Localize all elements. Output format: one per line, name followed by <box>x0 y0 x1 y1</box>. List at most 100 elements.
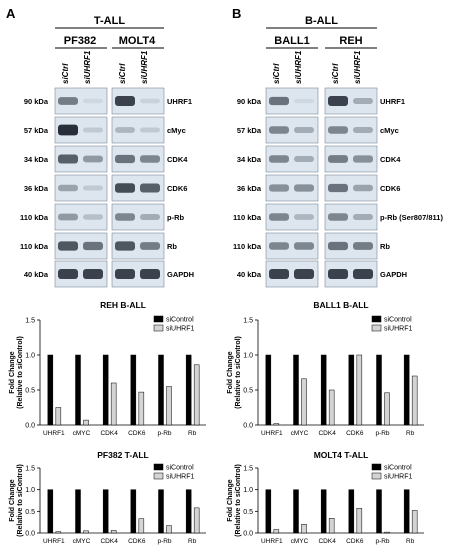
group-label: T-ALL <box>94 15 125 27</box>
y-axis-label: Fold Change <box>9 351 16 393</box>
bar-sicontrol <box>130 489 137 534</box>
protein-label: CDK6 <box>167 184 187 193</box>
x-tick-label: CDK4 <box>100 538 118 545</box>
kda-label: 34 kDa <box>24 155 49 164</box>
y-axis-label: Fold Change <box>9 479 16 521</box>
lane-label: siUHRF1 <box>140 50 149 84</box>
y-tick-label: 1.5 <box>25 318 35 325</box>
y-tick-label: 0.5 <box>25 388 35 395</box>
bar-siuhrf1 <box>301 524 307 534</box>
cell-line-label: MOLT4 <box>119 35 156 47</box>
legend-swatch <box>371 324 382 332</box>
y-tick-label: 1.0 <box>25 487 35 494</box>
blot-band <box>140 213 160 221</box>
x-tick-label: CDK4 <box>318 430 336 437</box>
blot-band <box>140 98 160 104</box>
lane-label: siCtrl <box>118 63 127 84</box>
protein-label: CDK4 <box>380 155 401 164</box>
y-tick-label: 1.5 <box>243 466 253 473</box>
x-tick-label: CDK4 <box>100 430 118 437</box>
bar-sicontrol <box>320 489 327 534</box>
blot-band <box>58 184 78 192</box>
bar-siuhrf1 <box>110 530 117 534</box>
kda-label: 40 kDa <box>237 270 262 279</box>
blot-strip <box>54 203 108 231</box>
blot-band <box>294 242 314 250</box>
blot-band <box>269 213 289 221</box>
blot-band <box>353 242 373 250</box>
blot-band <box>353 155 373 163</box>
chart-title: REH B-ALL <box>100 300 146 310</box>
x-tick-label: p-Rb <box>375 538 389 545</box>
blot-band <box>294 126 314 134</box>
lane-label: siCtrl <box>272 63 281 84</box>
x-tick-label: p-Rb <box>375 430 389 437</box>
bar-siuhrf1 <box>138 518 145 534</box>
blot-band <box>83 98 103 104</box>
blot-strip <box>265 203 319 231</box>
kda-label: 36 kDa <box>24 184 49 193</box>
group-label: B-ALL <box>305 15 338 27</box>
y-tick-label: 0.0 <box>25 423 35 430</box>
protein-label: Rb <box>380 242 390 251</box>
chart-ball1-b-all: BALL1 B-ALL 0.0 0.5 1.0 1.5 Fold Change (Relat… <box>227 300 424 437</box>
blot-band <box>115 154 135 164</box>
legend-label: siUHRF1 <box>166 474 194 481</box>
y-tick-label: 1.5 <box>25 466 35 473</box>
bar-sicontrol <box>158 354 164 426</box>
bar-sicontrol <box>75 354 81 426</box>
bar-sicontrol <box>320 354 327 426</box>
blot-strip <box>324 116 378 144</box>
blot-band <box>294 214 314 220</box>
blot-band <box>115 241 135 251</box>
protein-label: p-Rb <box>167 213 184 222</box>
x-tick-label: cMYC <box>291 538 309 545</box>
bar-sicontrol <box>403 354 410 426</box>
x-tick-label: CDK6 <box>346 430 364 437</box>
bar-siuhrf1 <box>55 407 62 426</box>
blot-strip <box>54 174 108 202</box>
blot-band <box>58 97 78 105</box>
bar-siuhrf1 <box>273 423 280 426</box>
protein-label: CDK4 <box>167 155 188 164</box>
blot-band <box>328 96 348 106</box>
y-tick-label: 0.5 <box>25 509 35 516</box>
legend-swatch <box>153 463 164 471</box>
x-tick-label: CDK6 <box>128 538 146 545</box>
blot-band <box>328 126 348 134</box>
blot-band <box>353 184 373 192</box>
chart-reh-b-all: REH B-ALL 0.0 0.5 1.0 1.5 Fold Change (Relativ… <box>9 300 206 437</box>
blot-band <box>294 269 314 279</box>
blot-band <box>58 241 78 251</box>
chart-title: MOLT4 T-ALL <box>314 450 369 460</box>
bar-sicontrol <box>348 354 355 426</box>
x-tick-label: cMYC <box>73 430 91 437</box>
bar-siuhrf1 <box>328 518 335 534</box>
x-tick-label: cMYC <box>73 538 91 545</box>
blot-band <box>83 155 103 163</box>
bar-sicontrol <box>47 489 54 534</box>
x-tick-label: Rb <box>406 430 415 437</box>
bar-sicontrol <box>265 354 272 426</box>
blot-strip <box>111 116 165 144</box>
kda-label: 34 kDa <box>237 155 262 164</box>
y-tick-label: 1.0 <box>243 487 253 494</box>
protein-label: p-Rb (Ser807/811) <box>380 213 443 222</box>
bar-siuhrf1 <box>166 525 172 534</box>
kda-label: 110 kDa <box>233 242 262 251</box>
kda-label: 40 kDa <box>24 270 49 279</box>
bar-siuhrf1 <box>356 508 363 534</box>
protein-label: GAPDH <box>380 270 407 279</box>
bar-sicontrol <box>75 489 81 534</box>
bar-siuhrf1 <box>411 375 418 426</box>
blot-band <box>269 96 289 106</box>
protein-label: GAPDH <box>167 270 194 279</box>
bar-sicontrol <box>293 489 299 534</box>
lane-label: siCtrl <box>331 63 340 84</box>
bar-sicontrol <box>185 489 192 534</box>
kda-label: 36 kDa <box>237 184 262 193</box>
blot-band <box>294 155 314 163</box>
panel-b-western-blot: B B-ALL BALL1 siCtrl siUHRF1 REH siCtrl siUHRF1… <box>232 6 443 288</box>
bar-siuhrf1 <box>193 364 200 426</box>
bar-siuhrf1 <box>166 386 172 426</box>
